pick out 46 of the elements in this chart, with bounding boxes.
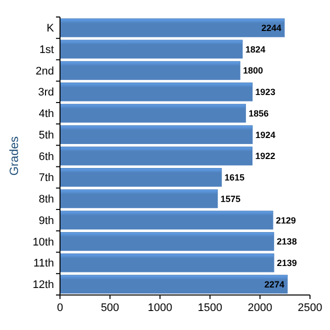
x-tick-label: 1500: [198, 302, 222, 314]
bar: [60, 146, 252, 166]
bar: [60, 61, 240, 80]
bar: [60, 274, 288, 294]
y-tick-label: 5th: [38, 129, 54, 142]
y-tick-label: 12th: [32, 279, 54, 292]
data-label: 2138: [276, 236, 297, 247]
x-tick-label: 1000: [148, 302, 172, 314]
bar: [60, 253, 274, 272]
y-tick-label: 10th: [32, 236, 54, 248]
bar: [60, 18, 285, 38]
data-label: 2129: [276, 215, 296, 226]
data-label: 1824: [245, 44, 266, 54]
bar: [60, 189, 218, 208]
y-tick-label: 11th: [33, 258, 54, 270]
y-tick-label: 2nd: [36, 65, 54, 78]
x-tick-label: 2500: [298, 302, 322, 314]
data-label: 1800: [243, 66, 264, 76]
bar: [60, 40, 243, 59]
bar: [60, 232, 274, 251]
x-tick-label: 0: [56, 302, 64, 314]
data-label: 1615: [224, 172, 245, 183]
y-tick-label: 6th: [38, 150, 54, 163]
data-label: 1856: [248, 108, 269, 118]
bar: [60, 125, 253, 144]
bar: [60, 104, 246, 123]
data-label: 1575: [220, 194, 241, 204]
y-axis-title: Grades: [7, 136, 21, 176]
y-tick-label: 1st: [39, 44, 54, 56]
bar: [60, 82, 253, 102]
y-tick-label: 9th: [38, 214, 54, 227]
y-tick-label: 8th: [38, 194, 54, 206]
data-label: 2274: [264, 279, 284, 290]
data-label: 2244: [261, 22, 282, 33]
y-tick-label: 4th: [38, 108, 54, 120]
bar: [60, 168, 222, 187]
y-tick-label: 7th: [38, 172, 54, 184]
data-label: 2139: [276, 258, 297, 268]
x-tick-label: 2000: [248, 302, 272, 314]
data-label: 1923: [255, 87, 276, 98]
bar: [60, 210, 274, 230]
data-label: 1922: [255, 151, 276, 162]
y-tick-label: 3rd: [38, 86, 54, 99]
y-tick-label: K: [46, 22, 55, 35]
x-tick-label: 500: [100, 302, 120, 314]
data-label: 1924: [255, 130, 276, 140]
